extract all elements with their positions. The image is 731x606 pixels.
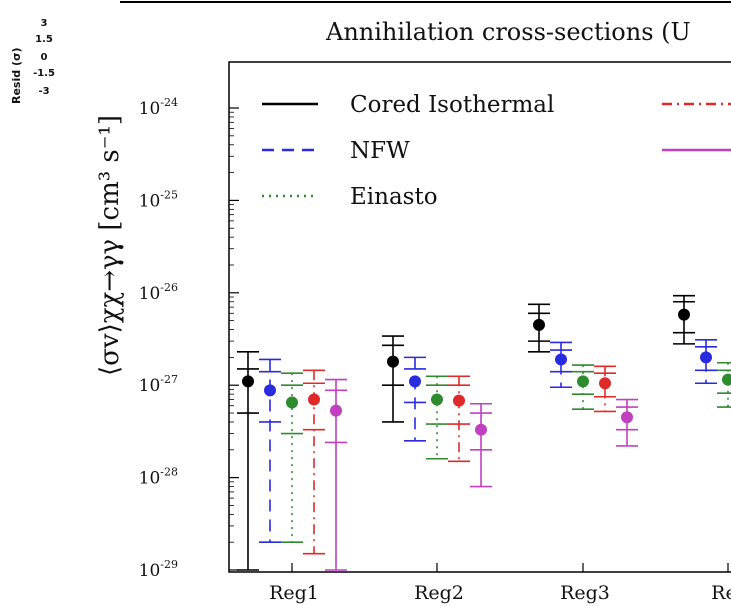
y-tick-label: 10-26	[139, 281, 178, 304]
y-tick-label: 10-28	[139, 466, 178, 489]
data-point	[330, 404, 342, 417]
legend: Cored Isothermal NFW Einasto	[262, 92, 731, 210]
y-axis-label: ⟨σv⟩χχ→γγ [cm³ s⁻¹]	[95, 115, 125, 376]
y-tick-label: 10-29	[139, 558, 178, 581]
resid-tick-label: 0	[41, 52, 48, 63]
plot-frame	[228, 61, 731, 573]
legend-label: NFW	[350, 138, 410, 164]
resid-tick-label: -1.5	[33, 68, 55, 79]
data-point	[577, 375, 589, 388]
data-point	[264, 384, 276, 397]
y-tick-label: 10-25	[139, 188, 178, 211]
x-tick-label: Reg2	[414, 582, 464, 604]
data-point	[475, 423, 487, 436]
data-point	[700, 351, 712, 364]
data-point	[555, 353, 567, 366]
data-point	[533, 318, 545, 331]
error-bars	[237, 294, 731, 571]
data-point	[308, 393, 320, 406]
data-point	[621, 411, 633, 424]
y-tick-label: 10-27	[139, 373, 178, 396]
resid-tick-label: 3	[41, 18, 48, 29]
resid-tick-label: -3	[38, 86, 49, 97]
x-ticks: Reg1 Reg2 Reg3 Reg	[269, 563, 731, 604]
resid-ticks: 3 1.5 0 -1.5 -3	[33, 18, 55, 97]
data-point	[722, 373, 731, 386]
chart-title: Annihilation cross-sections (U	[325, 18, 691, 46]
y-ticks: 10-24 10-25 10-26 10-27 10-28 10-29	[139, 96, 239, 581]
y-tick-label: 10-24	[139, 96, 178, 119]
data-point	[409, 375, 421, 388]
data-point	[599, 377, 611, 390]
data-point	[678, 308, 690, 321]
x-tick-label: Reg3	[560, 582, 610, 604]
legend-label: Einasto	[350, 184, 438, 210]
data-point	[242, 375, 254, 388]
data-point	[286, 396, 298, 409]
x-tick-label: Reg1	[269, 582, 319, 604]
x-tick-label: Reg	[711, 582, 731, 604]
data-point	[431, 393, 443, 406]
data-point	[387, 355, 399, 368]
resid-label: Resid (σ)	[10, 47, 23, 104]
data-point	[453, 394, 465, 407]
legend-label: Cored Isothermal	[350, 92, 554, 118]
resid-tick-label: 1.5	[35, 34, 53, 45]
